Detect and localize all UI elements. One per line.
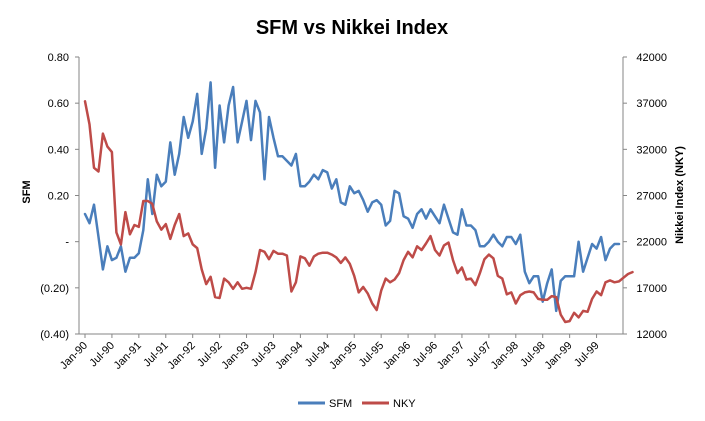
left-axis-label: SFM	[21, 180, 33, 203]
right-tick-label: 42000	[636, 52, 667, 64]
series-line-sfm	[83, 81, 621, 313]
left-tick-label: 0.40	[48, 144, 69, 156]
legend-label-nky: NKY	[393, 398, 416, 410]
left-tick-label: 0.20	[48, 191, 69, 203]
right-tick-label: 22000	[636, 237, 667, 249]
left-tick-label: 0.80	[48, 52, 69, 64]
legend-label-sfm: SFM	[329, 398, 352, 410]
right-tick-label: 17000	[636, 283, 667, 295]
left-tick-label: 0.60	[48, 98, 69, 110]
right-tick-label: 32000	[636, 144, 667, 156]
left-tick-label: -	[65, 237, 69, 249]
right-tick-label: 12000	[636, 329, 667, 341]
chart-title: SFM vs Nikkei Index	[256, 17, 448, 39]
legend: SFM NKY	[298, 398, 416, 410]
right-axis-ticks: 42000 37000 32000 27000 22000 17000 12000	[623, 52, 667, 341]
series-lines	[83, 81, 634, 324]
left-tick-label: (0.40)	[40, 329, 69, 341]
right-tick-label: 27000	[636, 191, 667, 203]
right-tick-label: 37000	[636, 98, 667, 110]
right-axis-label: Nikkei Index (NKY)	[674, 146, 686, 244]
left-axis-ticks: 0.80 0.60 0.40 0.20 - (0.20) (0.40)	[40, 52, 79, 341]
left-tick-label: (0.20)	[40, 283, 69, 295]
series-line-nky	[83, 100, 634, 324]
